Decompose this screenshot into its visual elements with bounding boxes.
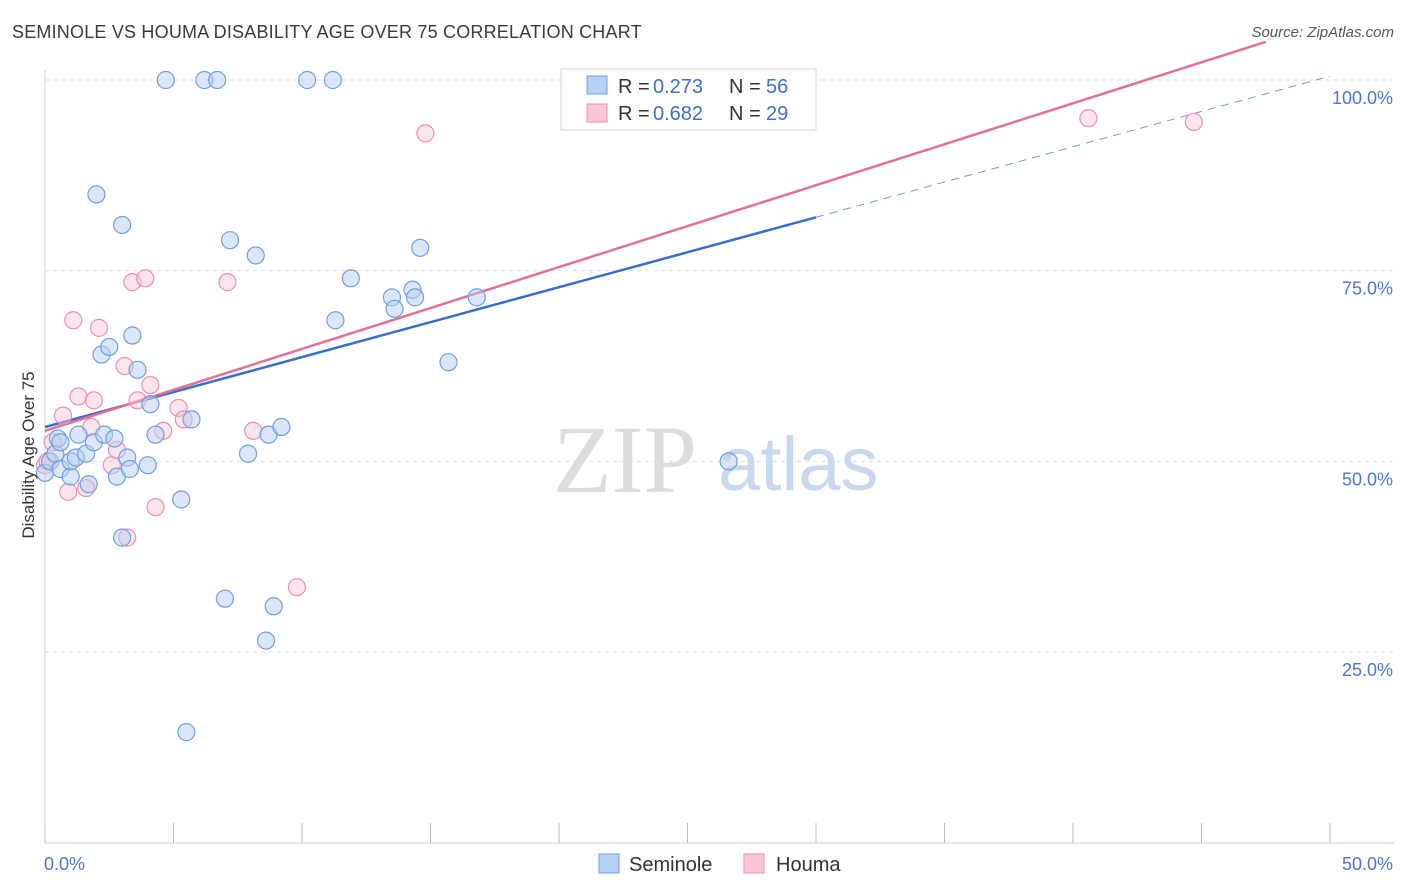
watermark-zip: ZIP: [553, 406, 697, 513]
y-axis-title: Disability Age Over 75: [19, 371, 38, 538]
data-point-seminole: [208, 70, 227, 90]
legend-r-label-houma: R =: [618, 103, 650, 125]
data-point-seminole: [467, 288, 486, 307]
data-point-seminole: [112, 215, 132, 235]
data-point-seminole: [156, 70, 175, 90]
legend-r-value-seminole: 0.273: [653, 76, 703, 98]
data-point-seminole: [128, 360, 147, 379]
data-point-seminole: [264, 597, 283, 616]
data-point-seminole: [69, 425, 88, 444]
data-point-houma: [141, 375, 160, 395]
data-point-seminole: [215, 589, 234, 608]
data-points: [35, 70, 1203, 742]
bottom-legend-label-houma: Houma: [776, 854, 841, 876]
data-point-houma: [146, 498, 165, 517]
data-point-seminole: [323, 70, 342, 90]
data-point-seminole: [87, 185, 106, 204]
data-point-houma: [64, 311, 83, 330]
trend-extension-seminole: [815, 75, 1331, 218]
trend-lines: [44, 40, 1331, 433]
data-point-seminole: [719, 452, 738, 471]
legend-swatch-houma: [586, 103, 608, 123]
correlation-legend: R = 0.273 N = 56 R = 0.682 N = 29: [560, 68, 817, 131]
axes: [44, 70, 1394, 844]
data-point-seminole: [61, 467, 80, 486]
bottom-legend-swatch-houma: [743, 853, 765, 874]
source-credit: Source: ZipAtlas.com: [1251, 24, 1394, 41]
data-point-seminole: [220, 231, 240, 250]
x-tick-label: 0.0%: [44, 854, 85, 874]
bottom-legend-swatch-seminole: [598, 853, 620, 874]
data-point-houma: [244, 421, 263, 440]
data-point-houma: [287, 578, 306, 597]
data-point-seminole: [141, 395, 160, 414]
data-point-seminole: [51, 433, 70, 452]
data-point-seminole: [411, 238, 430, 257]
data-point-houma: [1079, 109, 1098, 128]
data-point-houma: [1184, 112, 1203, 132]
legend-n-label-seminole: N =: [729, 76, 761, 98]
data-point-seminole: [298, 70, 317, 90]
data-point-houma: [136, 269, 155, 288]
data-point-seminole: [172, 490, 191, 509]
data-point-seminole: [246, 246, 265, 265]
data-point-seminole: [238, 444, 258, 463]
data-point-seminole: [120, 459, 139, 479]
data-point-seminole: [272, 417, 291, 437]
y-tick-labels: 25.0% 50.0% 75.0% 100.0%: [1332, 88, 1393, 680]
data-point-seminole: [123, 326, 142, 345]
y-tick-label: 25.0%: [1342, 660, 1393, 680]
data-point-seminole: [405, 288, 425, 307]
trend-line-seminole: [44, 216, 817, 429]
data-point-seminole: [177, 723, 196, 742]
watermark-atlas: atlas: [718, 422, 879, 507]
data-point-seminole: [112, 528, 132, 547]
data-point-seminole: [182, 410, 201, 429]
data-point-houma: [169, 398, 188, 418]
data-point-houma: [89, 318, 109, 337]
data-point-houma: [59, 482, 78, 501]
data-point-seminole: [326, 311, 345, 330]
chart-title: SEMINOLE VS HOUMA DISABILITY AGE OVER 75…: [12, 22, 642, 42]
data-point-seminole: [439, 353, 458, 372]
y-tick-label: 100.0%: [1332, 88, 1393, 108]
legend-swatch-seminole: [586, 75, 608, 95]
data-point-seminole: [105, 429, 124, 448]
legend-n-value-houma: 29: [766, 103, 788, 125]
trend-line-houma: [44, 40, 1267, 433]
legend-n-value-seminole: 56: [766, 76, 788, 98]
x-tick-labels: 0.0% 50.0%: [44, 854, 1393, 874]
series-legend: Seminole Houma: [598, 853, 841, 876]
data-point-houma: [53, 406, 73, 425]
x-tick-label: 50.0%: [1342, 854, 1393, 874]
bottom-legend-label-seminole: Seminole: [629, 854, 712, 876]
legend-r-value-houma: 0.682: [653, 103, 703, 125]
legend-r-label-seminole: R =: [618, 76, 650, 98]
legend-n-label-houma: N =: [729, 103, 761, 125]
data-point-seminole: [341, 269, 360, 288]
data-point-seminole: [100, 337, 119, 357]
data-point-houma: [416, 124, 435, 143]
data-point-houma: [84, 391, 103, 410]
data-point-seminole: [79, 475, 98, 494]
data-point-seminole: [138, 456, 157, 475]
y-tick-label: 50.0%: [1342, 469, 1393, 489]
data-point-houma: [218, 273, 237, 292]
data-point-seminole: [146, 425, 165, 444]
data-point-seminole: [385, 299, 404, 318]
data-point-houma: [69, 387, 88, 406]
y-tick-label: 75.0%: [1342, 279, 1393, 299]
data-point-seminole: [256, 631, 276, 650]
